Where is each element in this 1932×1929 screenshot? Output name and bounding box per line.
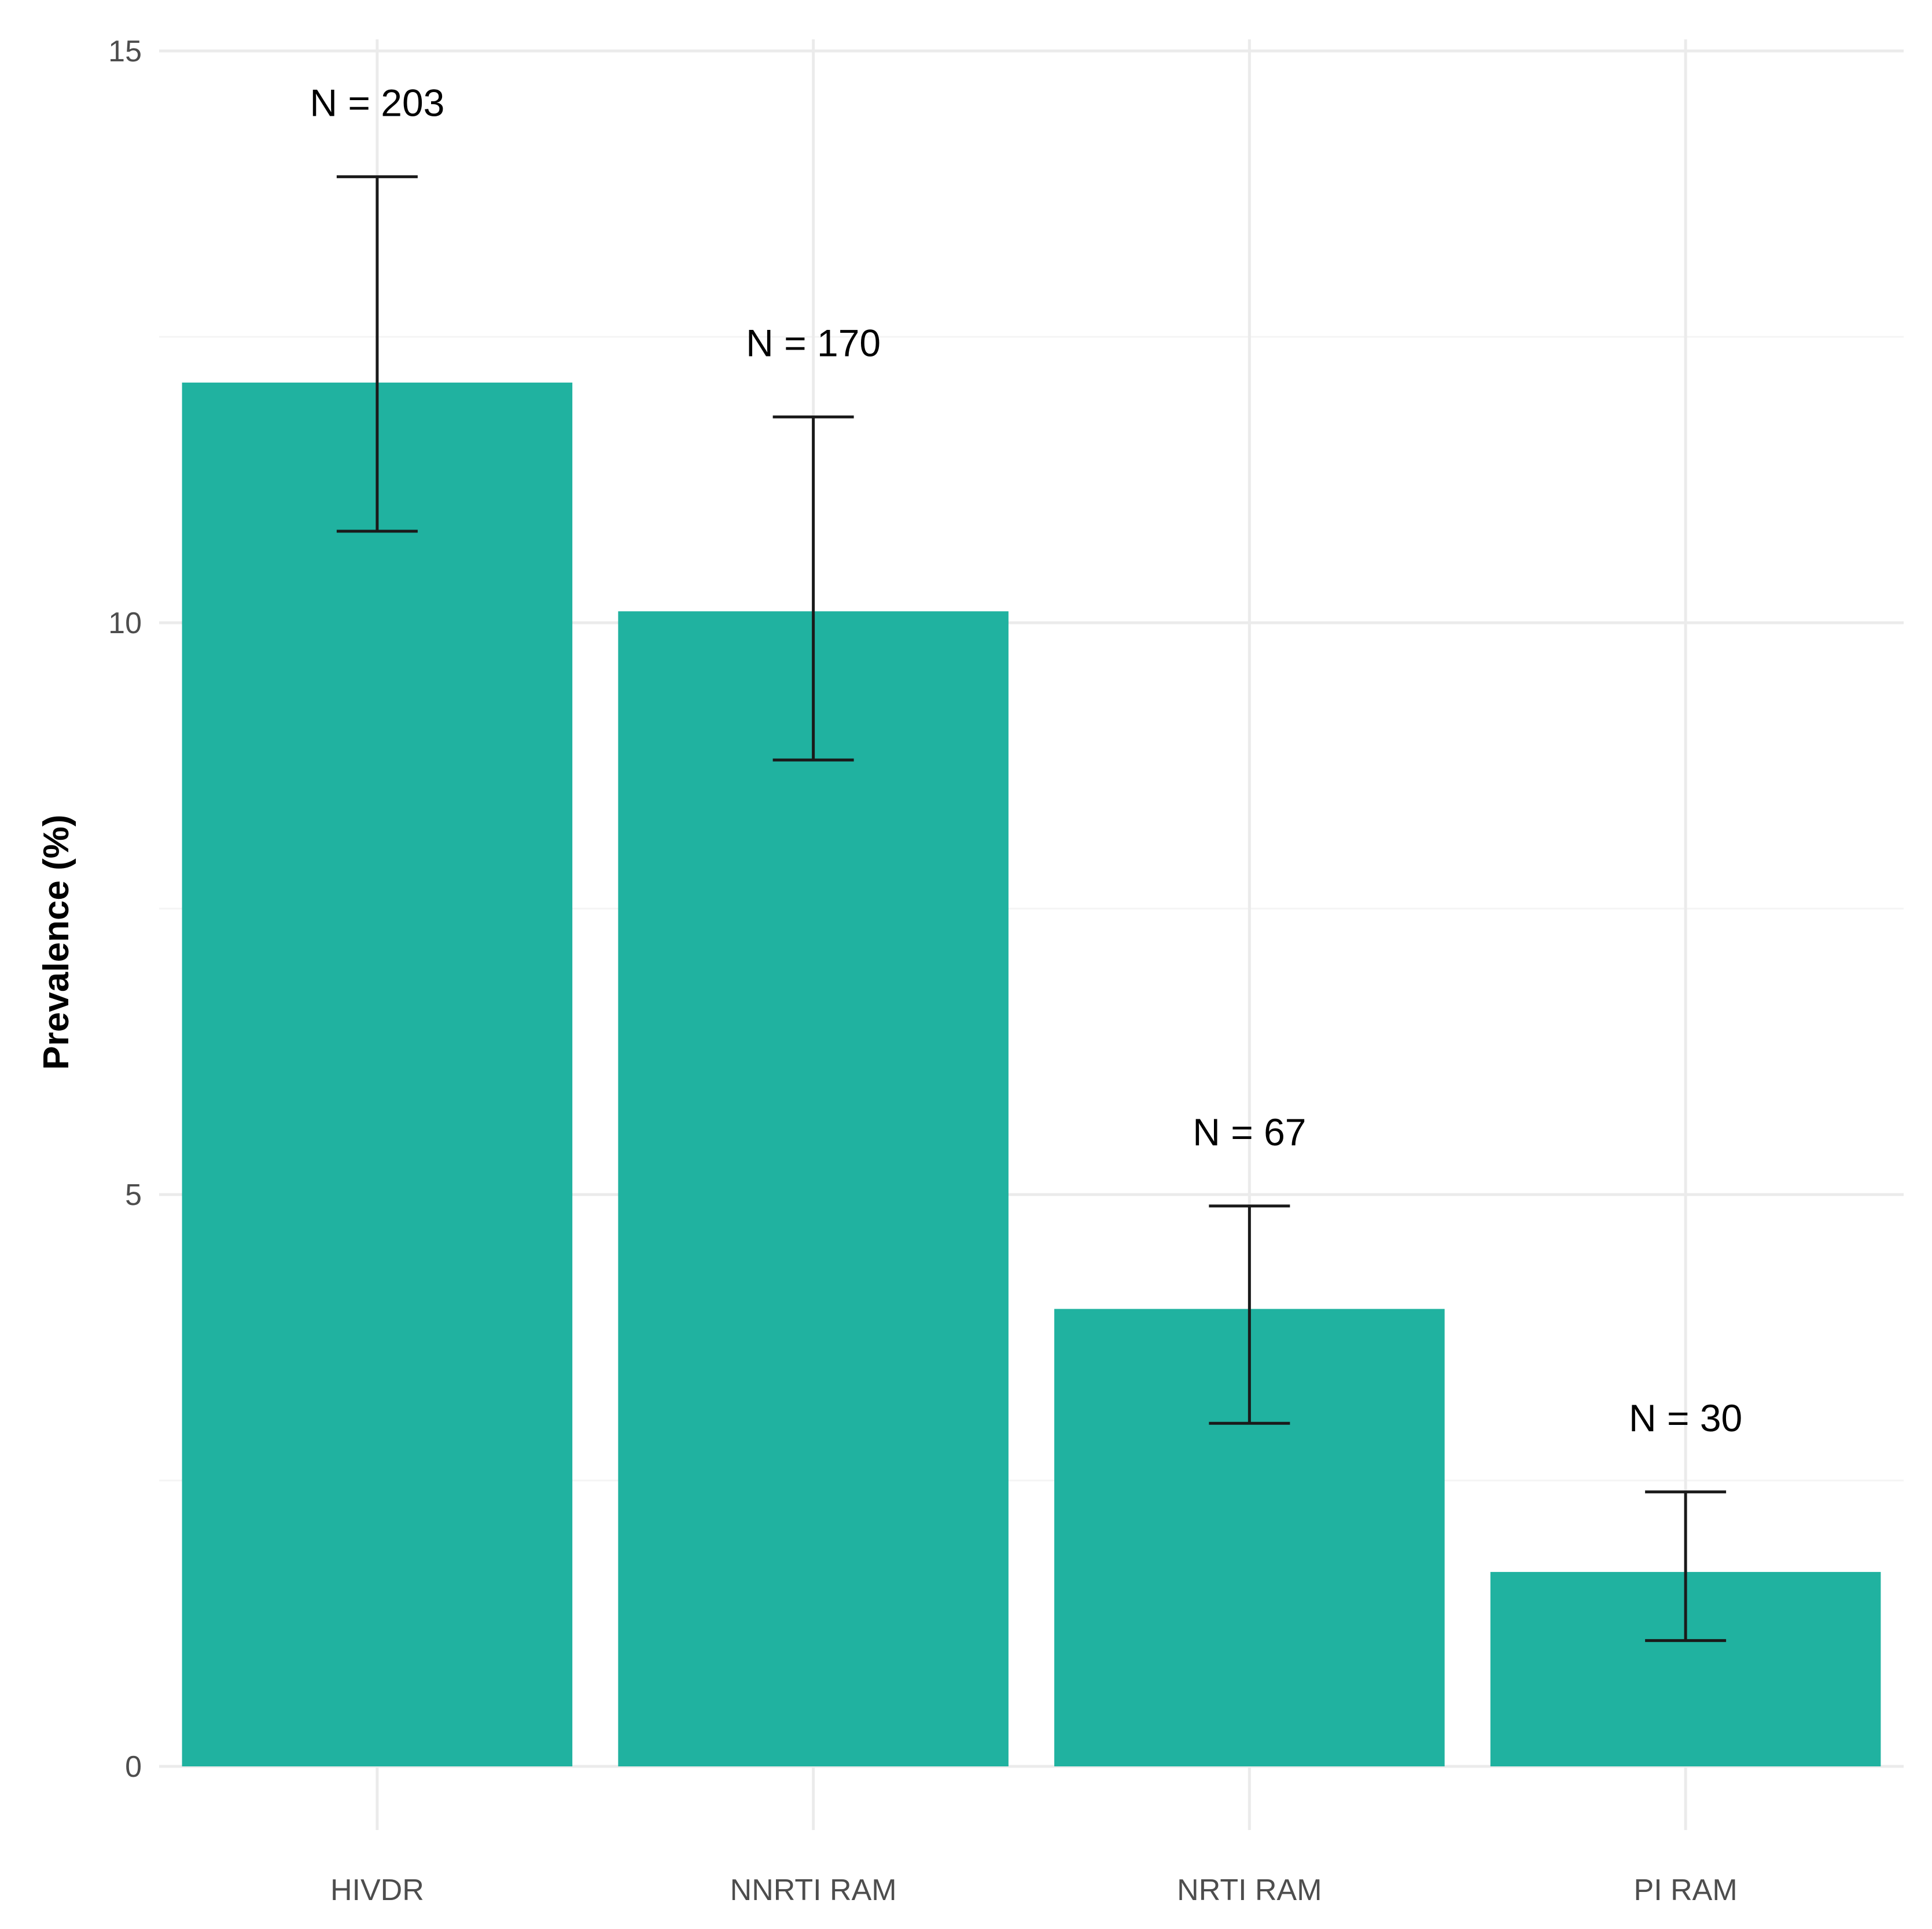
y-tick-label: 10 — [108, 607, 142, 640]
y-axis-title: Prevalence (%) — [36, 814, 76, 1070]
bar-nnrti-ram — [618, 611, 1009, 1766]
error-bar — [772, 415, 854, 762]
x-tick-label: NNRTI RAM — [730, 1873, 897, 1907]
data-label: N = 170 — [746, 321, 881, 364]
y-tick-label: 15 — [108, 35, 142, 68]
data-label: N = 30 — [1629, 1397, 1742, 1439]
error-bars — [336, 175, 1727, 1643]
y-tick-label: 0 — [125, 1750, 142, 1784]
x-tick-label: PI RAM — [1634, 1873, 1738, 1907]
x-tick-label: NRTI RAM — [1177, 1873, 1322, 1907]
error-bar — [1209, 1204, 1290, 1425]
bar-hivdr — [182, 383, 573, 1766]
data-labels: N = 203 N = 170 N = 67 N = 30 — [310, 81, 1742, 1439]
bars — [182, 383, 1881, 1766]
x-tick-label: HIVDR — [330, 1873, 424, 1907]
data-label: N = 67 — [1193, 1111, 1306, 1153]
y-axis-ticks: 0 5 10 15 — [108, 35, 142, 1784]
error-bar — [1645, 1490, 1727, 1643]
y-tick-label: 5 — [125, 1178, 142, 1212]
x-axis-ticks: HIVDR NNRTI RAM NRTI RAM PI RAM — [330, 1873, 1738, 1907]
data-label: N = 203 — [310, 81, 444, 124]
error-bar — [336, 175, 418, 533]
